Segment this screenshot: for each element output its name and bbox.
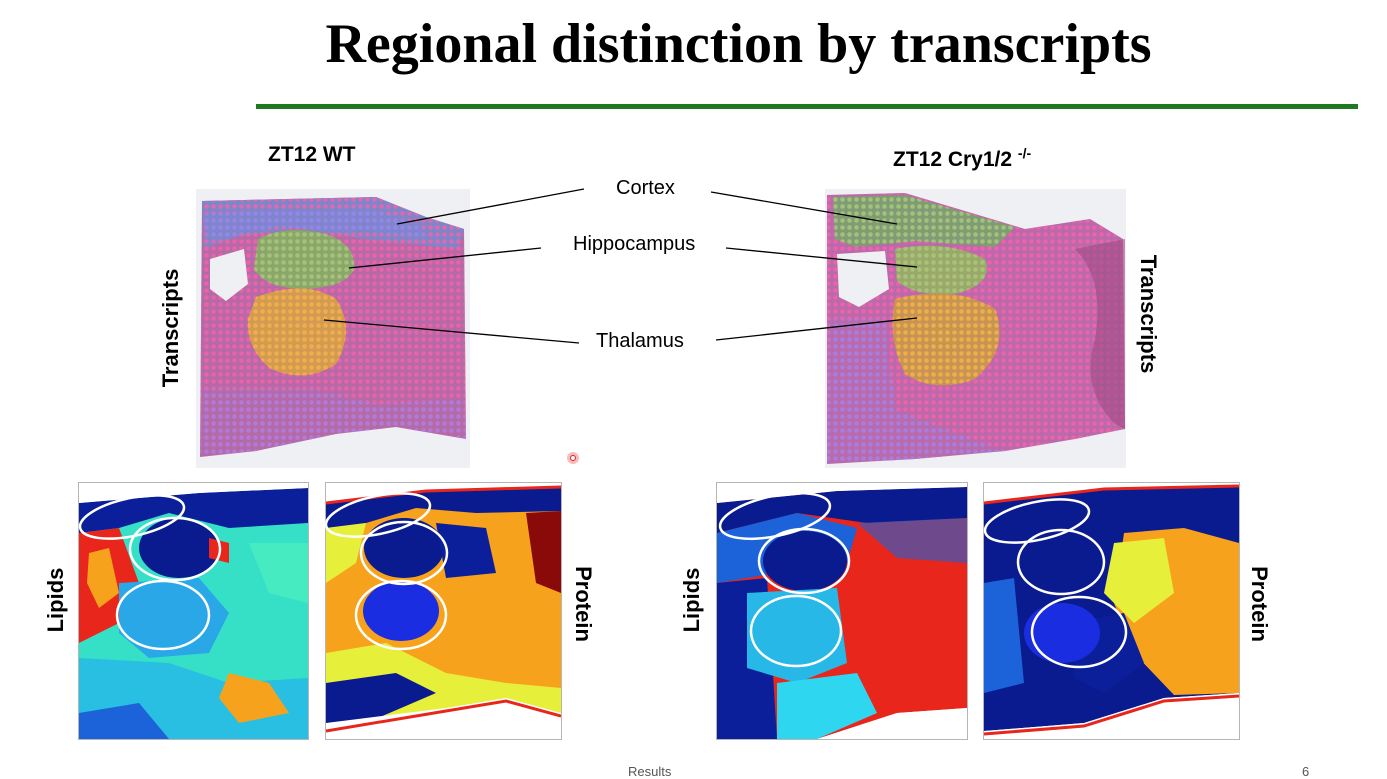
ellipse-hippocampus-lipids-cry bbox=[757, 527, 851, 595]
region-label-cortex: Cortex bbox=[616, 177, 675, 199]
condition-label-cry-text: ZT12 Cry1/2 bbox=[893, 148, 1013, 171]
ellipse-hippocampus-protein-cry bbox=[1016, 528, 1106, 596]
ellipse-cortex-protein-cry bbox=[983, 498, 1091, 544]
leader-line-cortex-wt bbox=[396, 188, 585, 225]
condition-label-cry-superscript: -/- bbox=[1017, 145, 1032, 161]
slide-title: Regional distinction by transcripts bbox=[325, 13, 1152, 75]
ellipse-thalamus-lipids-wt bbox=[115, 579, 211, 651]
leader-line-hippocampus-cry bbox=[725, 247, 918, 268]
ellipse-thalamus-lipids-cry bbox=[749, 594, 843, 668]
leader-line-cortex-cry bbox=[710, 191, 898, 225]
condition-label-cry: ZT12 Cry1/2 -/- bbox=[893, 145, 1031, 172]
footer-section-label: Results bbox=[628, 764, 672, 779]
region-label-thalamus: Thalamus bbox=[596, 330, 684, 352]
ellipse-thalamus-protein-wt bbox=[354, 579, 448, 651]
protein-map-cry bbox=[983, 482, 1240, 740]
leader-line-thalamus-wt bbox=[323, 319, 580, 344]
region-label-hippocampus: Hippocampus bbox=[573, 233, 696, 255]
condition-label-wt: ZT12 WT bbox=[268, 143, 356, 167]
lipids-map-cry bbox=[716, 482, 968, 740]
ellipse-hippocampus-lipids-wt bbox=[128, 516, 222, 582]
ellipse-cortex-protein-wt bbox=[324, 492, 432, 538]
protein-map-wt bbox=[325, 482, 562, 740]
page-number: 6 bbox=[1302, 764, 1310, 779]
transcripts-image-cry bbox=[825, 189, 1126, 468]
leader-line-hippocampus-wt bbox=[348, 247, 542, 269]
condition-label-wt-text: ZT12 WT bbox=[268, 143, 356, 166]
title-underline bbox=[256, 104, 1358, 109]
ellipse-hippocampus-protein-wt bbox=[359, 520, 449, 586]
ellipse-thalamus-protein-cry bbox=[1030, 595, 1128, 669]
ellipse-cortex-lipids-wt bbox=[78, 494, 186, 540]
leader-line-thalamus-cry bbox=[715, 317, 918, 341]
transcripts-image-wt bbox=[196, 189, 470, 468]
pointer-marker bbox=[567, 452, 579, 464]
